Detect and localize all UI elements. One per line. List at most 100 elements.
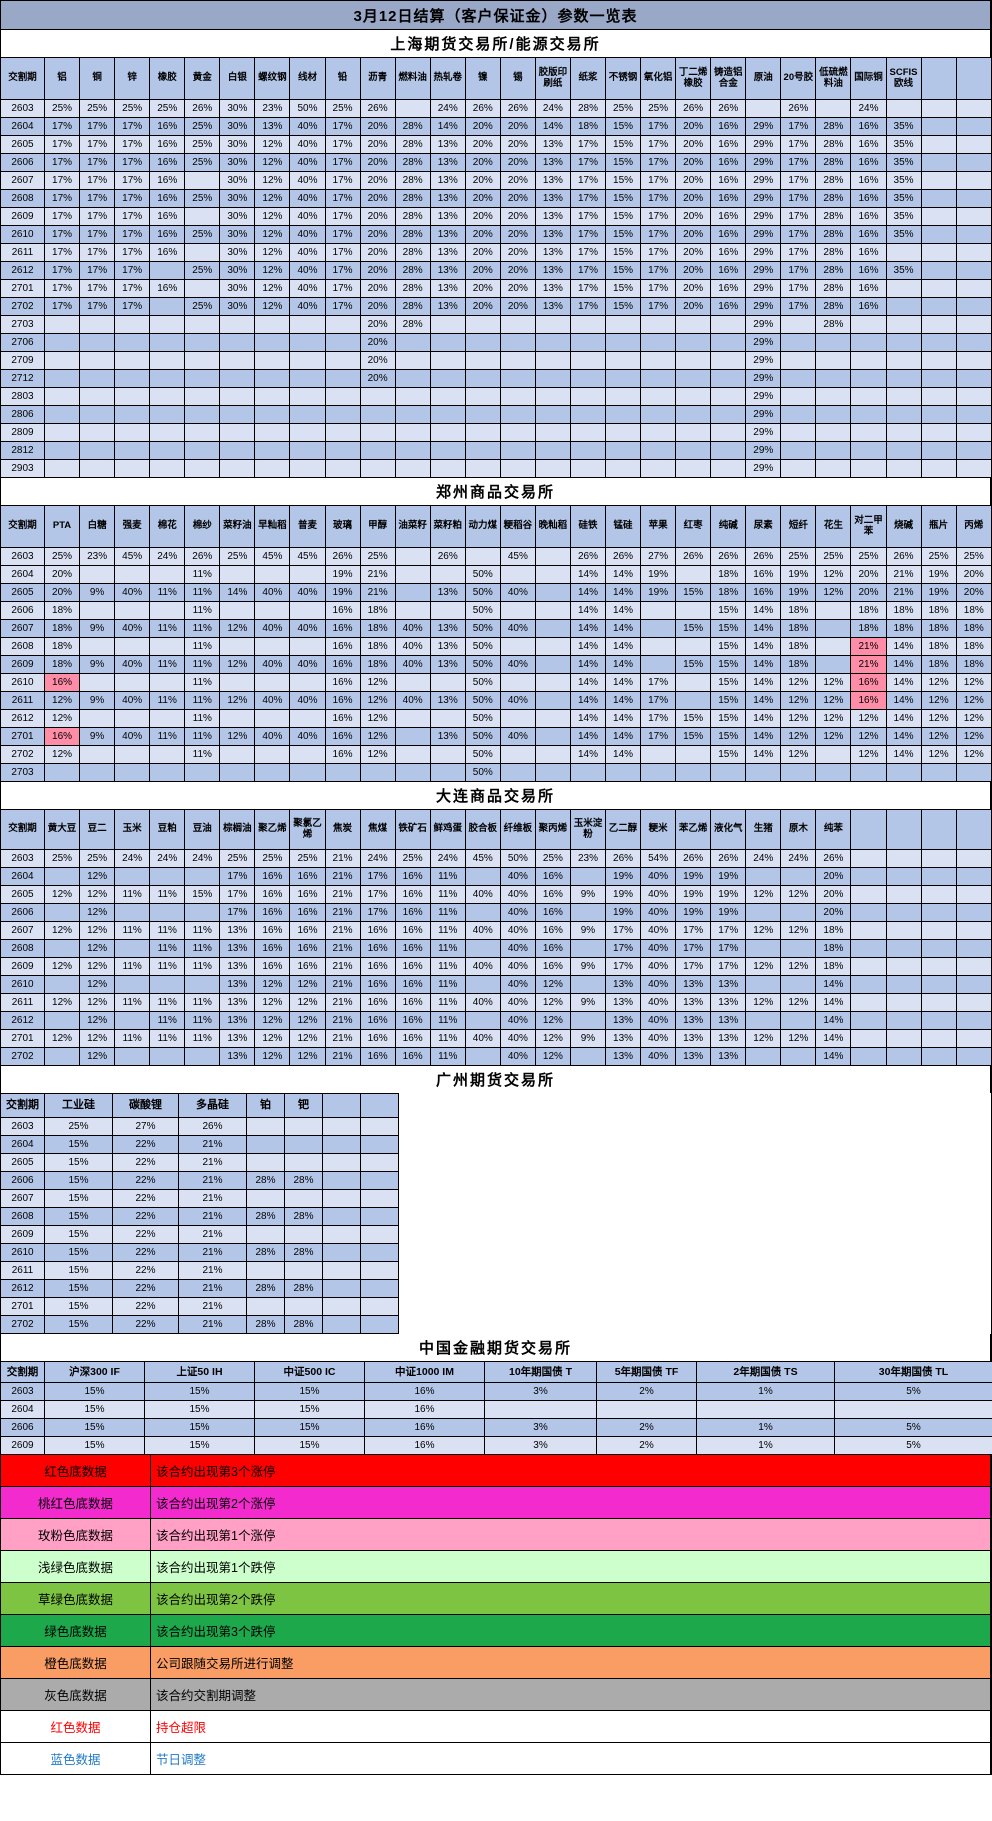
cell[interactable] — [289, 423, 326, 442]
cell[interactable]: 13% — [219, 921, 256, 940]
period-cell[interactable]: 2611 — [0, 993, 45, 1012]
cell[interactable]: 24% — [149, 547, 186, 566]
cell[interactable]: 40% — [499, 1029, 536, 1048]
column-header[interactable]: 丙烯 — [955, 505, 992, 548]
cell-empty[interactable] — [955, 279, 992, 298]
cell[interactable] — [885, 297, 922, 316]
cell[interactable] — [569, 369, 607, 388]
cell[interactable]: 20% — [464, 117, 501, 136]
cell[interactable]: 14% — [815, 1011, 852, 1030]
cell[interactable] — [780, 441, 817, 460]
cell[interactable] — [815, 655, 852, 674]
cell[interactable] — [43, 387, 81, 406]
cell[interactable] — [464, 867, 501, 886]
column-header[interactable]: 棕榈油 — [219, 809, 256, 850]
cell[interactable]: 15% — [710, 709, 747, 728]
cell[interactable]: 12% — [254, 1029, 291, 1048]
column-header[interactable]: 鲜鸡蛋 — [429, 809, 466, 850]
cell-empty[interactable] — [955, 993, 992, 1012]
period-cell[interactable]: 2612 — [0, 1279, 45, 1298]
cell[interactable]: 40% — [499, 583, 536, 602]
cell[interactable]: 14% — [745, 655, 782, 674]
period-cell[interactable]: 2610 — [0, 1243, 45, 1262]
cell[interactable]: 12% — [79, 1029, 116, 1048]
column-header[interactable]: 丁二烯橡胶 — [675, 57, 712, 100]
cell[interactable]: 50% — [464, 727, 501, 746]
cell[interactable]: 40% — [499, 1047, 536, 1066]
cell[interactable] — [289, 333, 326, 352]
cell[interactable]: 14% — [745, 601, 782, 620]
cell[interactable]: 28% — [394, 315, 431, 334]
cell-empty[interactable] — [360, 1171, 399, 1190]
cell[interactable]: 11% — [149, 583, 186, 602]
cell[interactable]: 13% — [604, 1011, 642, 1030]
cell[interactable]: 17% — [640, 673, 677, 692]
cell[interactable]: 16% — [289, 903, 326, 922]
cell[interactable]: 17% — [114, 117, 151, 136]
cell[interactable]: 17% — [79, 117, 116, 136]
cell[interactable]: 18% — [43, 619, 81, 638]
cell[interactable] — [569, 441, 607, 460]
cell[interactable]: 12% — [920, 673, 957, 692]
cell[interactable]: 14% — [745, 619, 782, 638]
column-header[interactable]: 焦煤 — [359, 809, 396, 850]
legend-label[interactable]: 浅绿色底数据 — [1, 1551, 151, 1582]
cell[interactable]: 25% — [184, 153, 221, 172]
cell[interactable]: 17% — [675, 939, 712, 958]
cell[interactable] — [569, 387, 607, 406]
column-header[interactable]: 胶版印刷纸 — [534, 57, 571, 100]
cell[interactable]: 15% — [710, 727, 747, 746]
cell[interactable] — [246, 1297, 285, 1316]
cell[interactable] — [184, 207, 221, 226]
cell[interactable]: 12% — [850, 745, 887, 764]
cell[interactable] — [815, 369, 852, 388]
column-header[interactable]: 棉纱 — [184, 505, 221, 548]
cell[interactable]: 17% — [79, 135, 116, 154]
cell[interactable]: 5% — [834, 1418, 992, 1437]
cell[interactable]: 21% — [850, 655, 887, 674]
cell[interactable]: 16% — [364, 1418, 485, 1437]
cell[interactable]: 18% — [920, 619, 957, 638]
cell[interactable]: 15% — [675, 709, 712, 728]
cell[interactable]: 15% — [254, 1436, 365, 1455]
cell[interactable] — [499, 601, 536, 620]
column-header[interactable]: 锰硅 — [604, 505, 642, 548]
cell-empty[interactable] — [920, 279, 957, 298]
period-cell[interactable]: 2611 — [0, 1261, 45, 1280]
cell[interactable]: 28% — [284, 1243, 323, 1262]
cell[interactable] — [289, 459, 326, 478]
cell[interactable]: 30% — [219, 297, 256, 316]
cell[interactable]: 12% — [850, 709, 887, 728]
cell[interactable]: 25% — [43, 547, 81, 566]
cell[interactable]: 16% — [850, 117, 887, 136]
cell-empty[interactable] — [920, 207, 957, 226]
cell[interactable]: 14% — [885, 673, 922, 692]
column-header[interactable]: 动力煤 — [464, 505, 501, 548]
cell[interactable]: 25% — [184, 135, 221, 154]
cell[interactable]: 17% — [604, 921, 642, 940]
cell[interactable]: 14% — [569, 673, 607, 692]
cell[interactable]: 13% — [429, 189, 466, 208]
cell[interactable] — [219, 405, 256, 424]
column-header[interactable]: 短纤 — [780, 505, 817, 548]
period-cell[interactable]: 2709 — [0, 351, 45, 370]
cell[interactable]: 40% — [640, 903, 677, 922]
cell[interactable] — [499, 369, 536, 388]
cell[interactable] — [246, 1135, 285, 1154]
cell[interactable]: 17% — [43, 189, 81, 208]
cell-empty[interactable] — [920, 423, 957, 442]
cell[interactable]: 11% — [429, 993, 466, 1012]
cell[interactable]: 17% — [114, 135, 151, 154]
cell[interactable] — [534, 637, 571, 656]
cell[interactable]: 25% — [184, 225, 221, 244]
cell[interactable]: 11% — [429, 885, 466, 904]
cell[interactable]: 28% — [246, 1315, 285, 1334]
cell-empty[interactable] — [360, 1261, 399, 1280]
cell[interactable]: 11% — [149, 655, 186, 674]
cell[interactable]: 40% — [289, 171, 326, 190]
cell[interactable]: 17% — [640, 225, 677, 244]
cell[interactable]: 21% — [324, 885, 361, 904]
cell[interactable]: 15% — [604, 225, 642, 244]
cell[interactable]: 16% — [324, 709, 361, 728]
cell[interactable]: 12% — [920, 691, 957, 710]
